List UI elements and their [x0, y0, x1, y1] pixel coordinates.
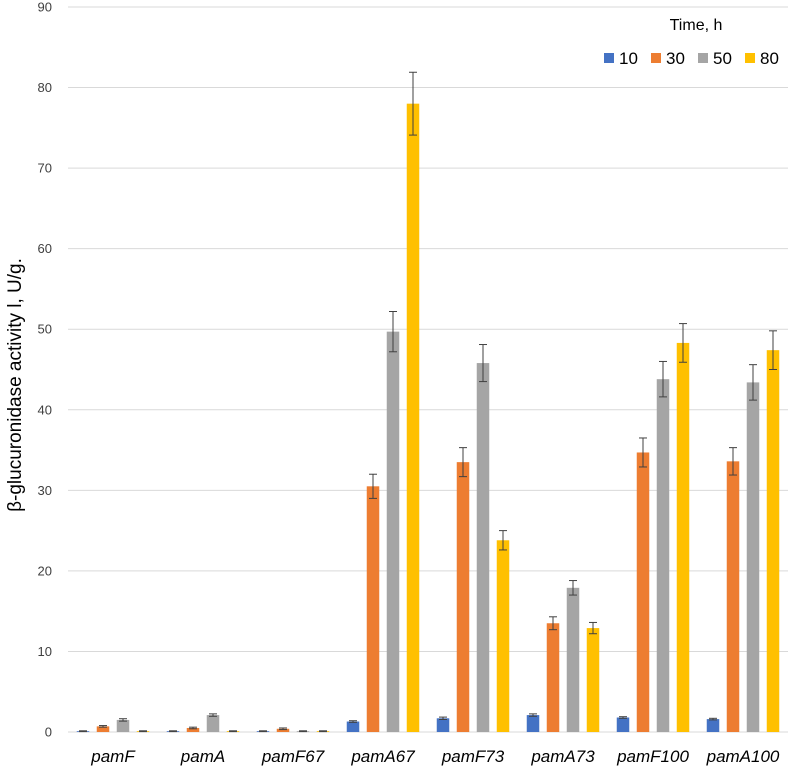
bar [726, 461, 740, 732]
category-label: pamA [180, 747, 225, 766]
bar [586, 628, 600, 732]
y-tick-label: 60 [38, 241, 52, 256]
y-tick-label: 40 [38, 402, 52, 417]
y-tick-label: 30 [38, 483, 52, 498]
legend-swatch [604, 53, 614, 63]
bar [656, 379, 670, 732]
bar [706, 719, 720, 732]
error-bars [79, 71, 777, 733]
y-tick-label: 10 [38, 644, 52, 659]
legend-swatch [651, 53, 661, 63]
legend-label: 10 [619, 49, 638, 68]
bar [676, 342, 690, 732]
bar [496, 540, 510, 732]
legend: Time, h 10 30 50 80 [604, 17, 779, 68]
gridlines [68, 6, 788, 733]
bar [546, 623, 560, 732]
legend-items: 10 30 50 80 [604, 49, 779, 68]
bars [76, 103, 780, 732]
legend-label: 30 [666, 49, 685, 68]
category-label: pamA73 [530, 747, 595, 766]
bar [766, 350, 780, 732]
bar [476, 363, 490, 732]
y-tick-label: 70 [38, 161, 52, 176]
y-tick-label: 50 [38, 322, 52, 337]
legend-label: 80 [760, 49, 779, 68]
legend-title: Time, h [670, 17, 723, 34]
bar [96, 726, 110, 732]
legend-swatch [745, 53, 755, 63]
y-axis-title: β-glucuronidase activity l, U/g. [5, 258, 26, 512]
legend-label: 50 [713, 49, 732, 68]
bar [456, 462, 470, 732]
bar [616, 717, 630, 732]
category-label: pamF73 [441, 747, 505, 766]
category-label: pamA67 [350, 747, 415, 766]
category-label: pamF100 [616, 747, 689, 766]
bar [526, 715, 540, 732]
bar [186, 727, 200, 732]
bar [566, 587, 580, 732]
bar [746, 382, 760, 732]
y-tick-label: 80 [38, 80, 52, 95]
legend-swatch [698, 53, 708, 63]
bar [346, 721, 360, 732]
bar [366, 486, 380, 732]
x-axis-categories: pamF pamA pamF67 pamA67 pamF73 pamA73 pamF100 p… [90, 747, 780, 766]
category-label: pamF [90, 747, 136, 766]
y-axis-ticks: 0 10 20 30 40 50 60 70 80 90 [38, 0, 52, 740]
bar [116, 719, 130, 732]
y-tick-label: 90 [38, 0, 52, 15]
category-label: pamF67 [261, 747, 325, 766]
bar [436, 718, 450, 732]
category-label: pamA100 [706, 747, 780, 766]
bar [406, 103, 420, 732]
bar [206, 715, 220, 732]
bar [636, 452, 650, 732]
y-tick-label: 0 [45, 725, 52, 740]
bar [386, 331, 400, 732]
y-tick-label: 20 [38, 563, 52, 578]
bar [276, 728, 290, 732]
